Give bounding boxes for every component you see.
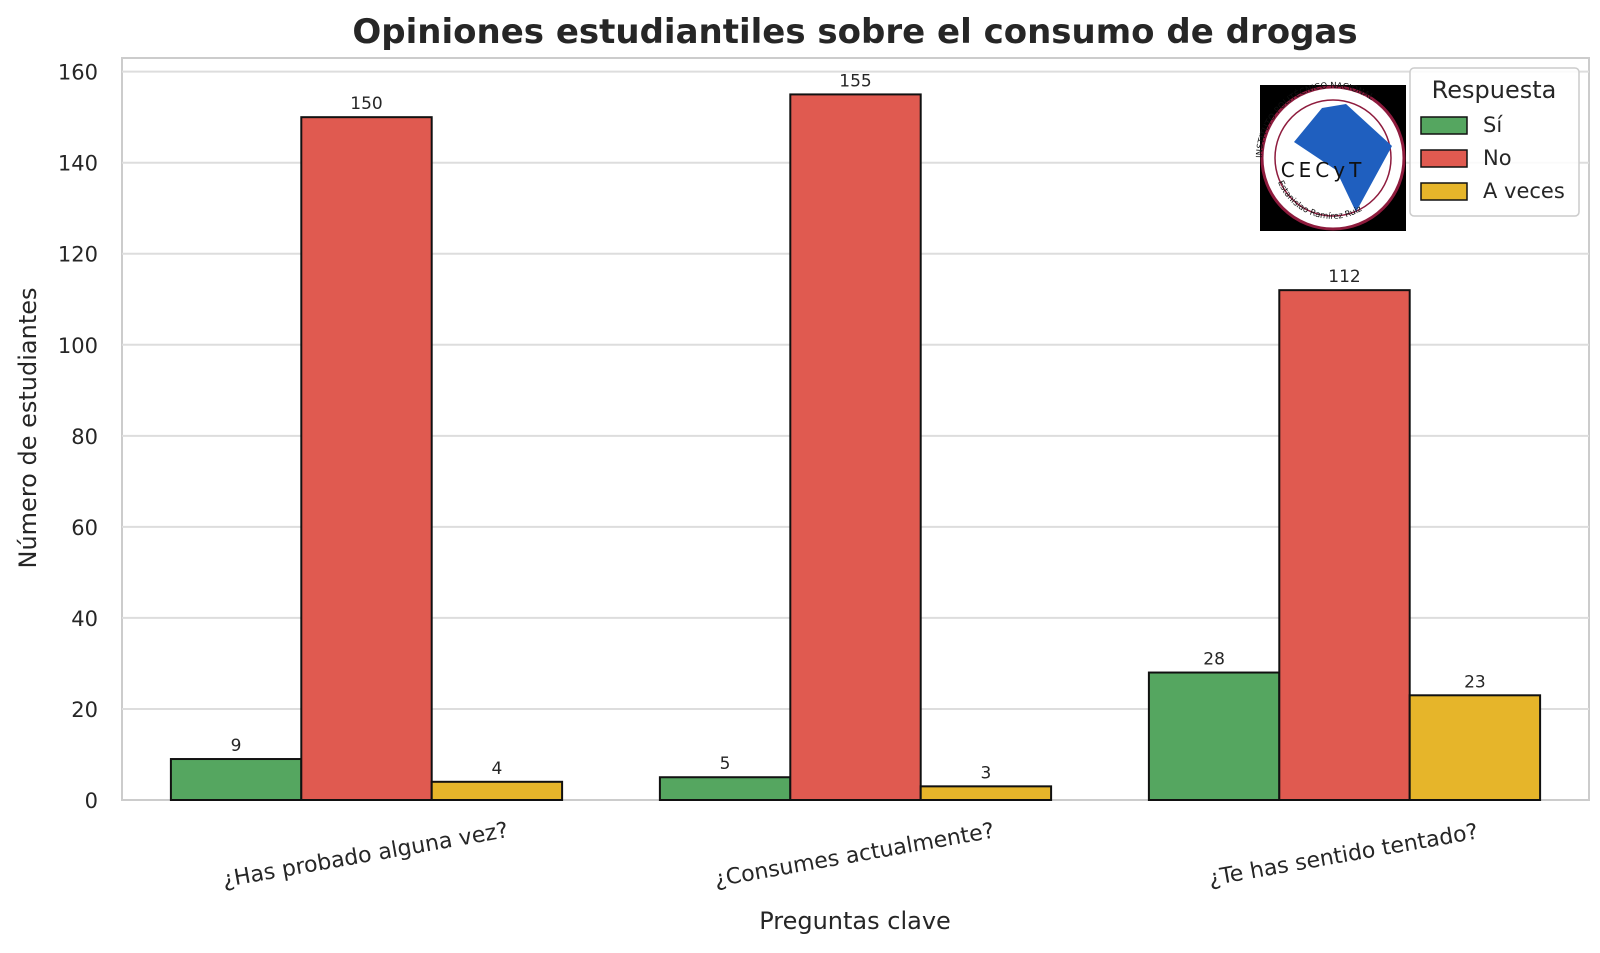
x-tick-label: ¿Te has sentido tentado? [1207,820,1480,892]
data-label: 4 [491,759,502,779]
bar [1408,694,1542,801]
x-tick-labels: ¿Has probado alguna vez? ¿Consumes actual… [221,818,1481,893]
legend-swatch [1420,149,1468,168]
y-axis-label: Número de estudiantes [14,288,42,569]
x-tick-label: ¿Consumes actualmente? [712,819,996,893]
legend-label: No [1483,146,1512,170]
data-label: 9 [231,736,242,756]
data-label: 150 [350,94,382,114]
logo: INSTITUTO POLITÉCNICO NACIONAL CECyT Est… [1255,81,1406,231]
legend-swatch [1420,182,1468,201]
legend: Respuesta Sí No A veces [1409,67,1580,217]
y-tick-labels: 0 20 40 60 80 100 120 140 160 [58,61,98,813]
data-label: 3 [980,763,991,783]
y-tick-label: 0 [85,789,98,813]
legend-items: Sí No A veces [1420,113,1565,203]
bar [169,758,303,802]
bars [169,93,1542,802]
x-axis-label: Preguntas clave [759,907,951,935]
logo-center-text: CECyT [1281,158,1366,182]
bar [430,780,564,801]
logo-fan-icon [1294,104,1392,212]
bar [1147,671,1281,801]
legend-label: Sí [1483,113,1503,137]
legend-swatch [1420,116,1468,135]
y-tick-label: 60 [71,516,98,540]
data-label: 112 [1328,267,1360,287]
data-label: 28 [1203,650,1225,670]
y-tick-label: 120 [58,243,98,267]
y-tick-label: 160 [58,61,98,85]
x-tick-label: ¿Has probado alguna vez? [221,818,511,893]
data-labels: 9 150 4 5 155 3 28 112 23 [231,71,1486,783]
legend-box [1409,67,1580,217]
bar [919,785,1053,802]
y-tick-label: 40 [71,607,98,631]
y-tick-label: 20 [71,698,98,722]
y-tick-label: 80 [71,425,98,449]
legend-title: Respuesta [1432,76,1557,104]
data-label: 5 [720,754,731,774]
data-label: 155 [839,71,871,91]
bar [1278,289,1411,801]
bar [300,116,433,801]
legend-label: A veces [1483,179,1565,203]
chart-title: Opiniones estudiantiles sobre el consumo… [352,12,1357,52]
bar [658,776,792,801]
data-label: 23 [1464,672,1486,692]
y-tick-label: 100 [58,334,98,358]
y-tick-label: 140 [58,152,98,176]
bar [789,93,922,801]
